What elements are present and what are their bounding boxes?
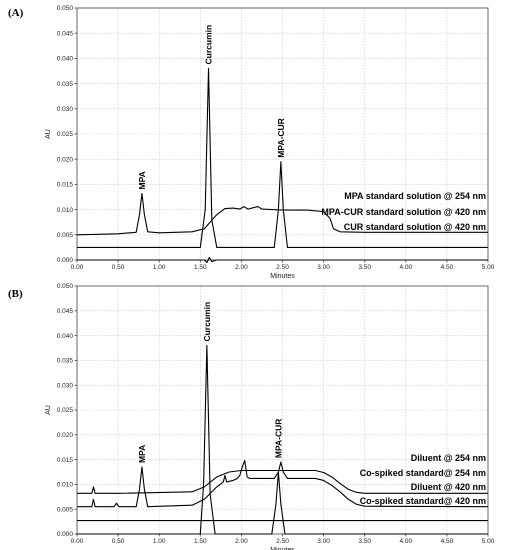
y-tick-label: 0.040 — [57, 333, 74, 340]
y-tick-label: 0.030 — [57, 382, 74, 389]
y-tick-label: 0.045 — [57, 308, 74, 315]
y-tick-label: 0.005 — [57, 506, 74, 513]
peak-annotation: MPA — [137, 171, 147, 189]
x-tick-label: 4.00 — [399, 264, 412, 271]
chromatogram-trace — [76, 192, 488, 236]
trace-label: MPA-CUR standard solution @ 420 nm — [321, 207, 486, 217]
x-tick-label: 0.00 — [71, 538, 84, 545]
x-tick-label: 1.50 — [194, 538, 207, 545]
y-axis-label: AU — [45, 129, 52, 139]
y-tick-label: 0.000 — [57, 257, 74, 264]
y-tick-label: 0.020 — [57, 432, 74, 439]
x-tick-label: 4.50 — [441, 538, 454, 545]
y-tick-label: 0.010 — [57, 207, 74, 214]
y-tick-label: 0.040 — [57, 56, 74, 63]
x-tick-label: 2.50 — [276, 538, 289, 545]
trace-label: Co-spiked standard@ 420 nm — [360, 496, 486, 506]
plot-frame — [76, 285, 489, 535]
chromatogram-trace — [77, 67, 488, 248]
x-tick-label: 2.00 — [235, 264, 248, 271]
x-tick-label: 3.00 — [317, 538, 330, 545]
y-tick-label: 0.005 — [57, 232, 74, 239]
chromatogram-trace — [77, 256, 488, 264]
x-tick-label: 5.00 — [482, 538, 495, 545]
chromatogram-trace — [77, 469, 488, 494]
x-axis-label: Minutes — [270, 547, 295, 550]
x-tick-label: 5.00 — [482, 264, 495, 271]
y-tick-label: 0.010 — [57, 482, 74, 489]
x-tick-label: 1.00 — [153, 538, 166, 545]
y-tick-label: 0.050 — [57, 283, 74, 290]
y-tick-label: 0.015 — [57, 182, 74, 189]
chart-panel-a: (A) 0.00 0.50 1.00 1.50 2.00 2.50 3.00 3.50 4.00 4… — [8, 5, 495, 280]
trace-label: MPA standard solution @ 254 nm — [344, 191, 486, 201]
panel-label: (B) — [8, 288, 23, 300]
trace-label: Diluent @ 254 nm — [411, 453, 486, 463]
x-tick-label: 4.50 — [441, 264, 454, 271]
peak-annotation: Curcumin — [204, 25, 214, 65]
y-tick-label: 0.000 — [57, 531, 74, 538]
chart-panel-b: (B) 0.00 0.50 1.00 1.50 2.00 2.50 3.00 3.50 4.00 4… — [8, 283, 495, 550]
y-tick-label: 0.015 — [57, 457, 74, 464]
peak-annotation: MPA-CUR — [276, 118, 286, 158]
x-tick-label: 4.00 — [399, 538, 412, 545]
y-tick-label: 0.025 — [57, 407, 74, 414]
chromatogram-trace — [77, 460, 489, 508]
x-axis-label: Minutes — [270, 273, 295, 280]
x-tick-label: 2.00 — [235, 538, 248, 545]
peak-annotation: Curcumin — [202, 302, 212, 342]
x-tick-label: 3.00 — [317, 264, 330, 271]
x-tick-label: 1.50 — [194, 264, 207, 271]
y-tick-label: 0.020 — [57, 156, 74, 163]
panel-label: (A) — [8, 7, 24, 19]
peak-annotation: MPA-CUR — [273, 419, 283, 459]
x-tick-label: 3.50 — [358, 264, 371, 271]
x-tick-label: 0.50 — [112, 264, 125, 271]
trace-label: CUR standard solution @ 420 nm — [344, 222, 486, 232]
y-tick-label: 0.050 — [57, 5, 74, 12]
x-tick-label: 0.50 — [112, 538, 125, 545]
y-tick-label: 0.030 — [57, 106, 74, 113]
y-tick-label: 0.045 — [57, 30, 74, 37]
y-tick-label: 0.035 — [57, 81, 74, 88]
y-tick-label: 0.025 — [57, 131, 74, 138]
trace-label: Co-spiked standard@ 254 nm — [360, 468, 486, 478]
y-tick-label: 0.035 — [57, 358, 74, 365]
peak-annotation: MPA — [137, 445, 147, 463]
trace-label: Diluent @ 420 nm — [411, 482, 486, 492]
chromatogram-trace — [77, 344, 488, 535]
x-tick-label: 0.00 — [71, 264, 84, 271]
x-tick-label: 3.50 — [358, 538, 371, 545]
x-tick-label: 2.50 — [276, 264, 289, 271]
y-axis-label: AU — [45, 405, 52, 415]
x-tick-label: 1.00 — [153, 264, 166, 271]
